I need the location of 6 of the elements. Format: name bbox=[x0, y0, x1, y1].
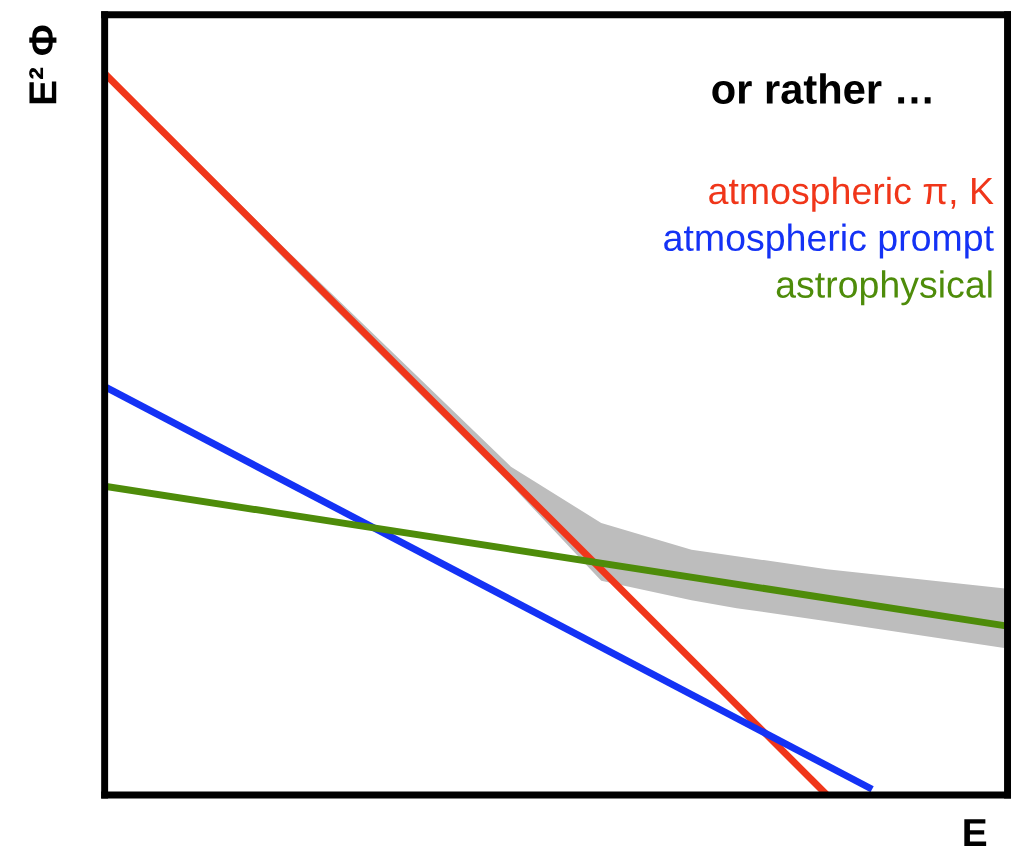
text: atmospheric π, K bbox=[709, 176, 994, 212]
x-axis-title: E bbox=[964, 819, 987, 846]
chart-title: or rather … bbox=[712, 73, 931, 104]
y-axis-title: E² Φ bbox=[29, 25, 57, 104]
text: astrophysical bbox=[776, 270, 992, 306]
text: atmospheric prompt bbox=[664, 223, 994, 259]
